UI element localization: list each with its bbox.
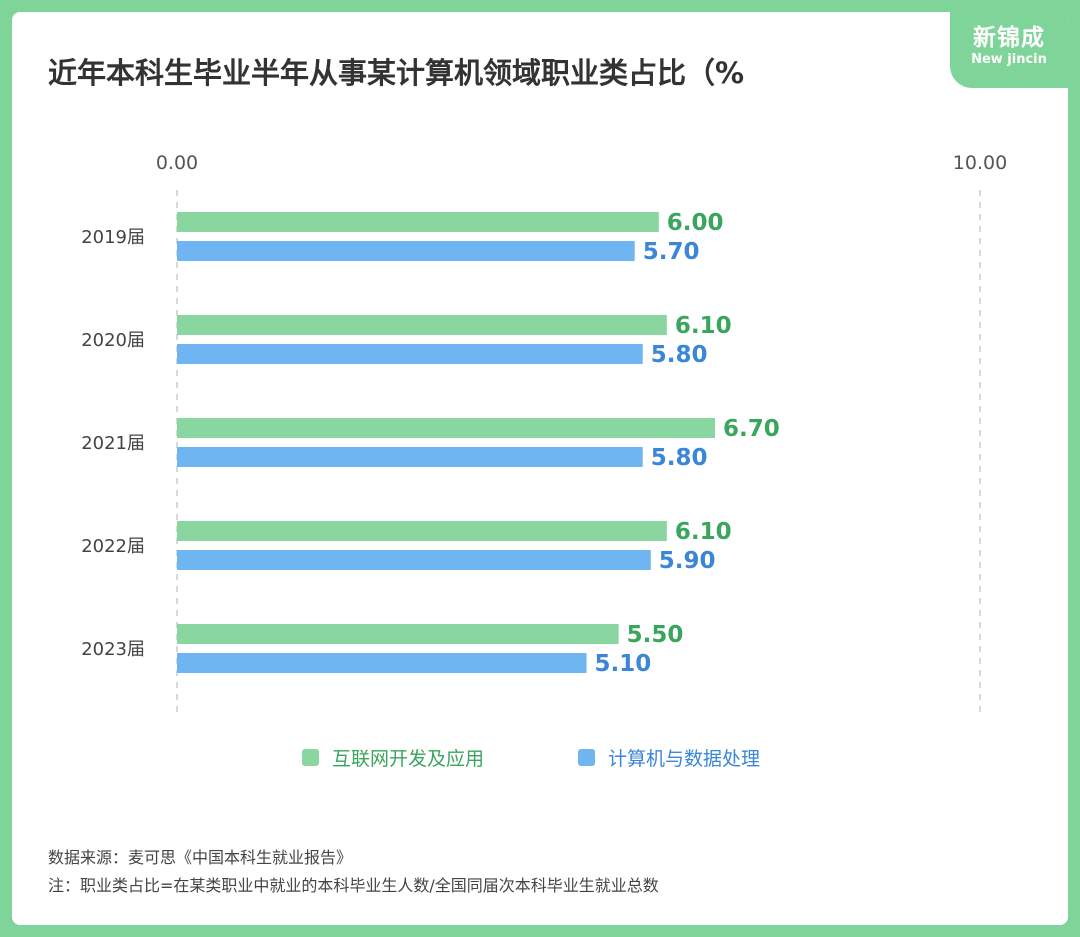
data-label: 5.50 (627, 622, 684, 648)
category-label: 2019届 (81, 227, 145, 248)
brand-name-en: New jincin (971, 52, 1047, 67)
x-tick-label: 10.00 (953, 152, 1007, 174)
bar (177, 315, 667, 335)
bar (177, 212, 659, 232)
data-label: 5.90 (659, 548, 716, 574)
data-label: 6.00 (667, 210, 724, 236)
source-note: 数据来源：麦可思《中国本科生就业报告》 (48, 848, 353, 867)
bar-chart: 0.00 10.00 2019届 6.00 5.70 2020届 6.10 5.80 2021届… (81, 152, 1007, 770)
category-label: 2020届 (81, 330, 145, 351)
bar (177, 653, 587, 673)
bar (177, 344, 643, 364)
x-tick-label: 0.00 (156, 152, 198, 174)
bar (177, 521, 667, 541)
data-label: 6.10 (675, 313, 732, 339)
footer-notes: 数据来源：麦可思《中国本科生就业报告》 注：职业类占比=在某类职业中就业的本科毕… (48, 844, 659, 900)
legend-label: 计算机与数据处理 (608, 748, 760, 770)
data-label: 6.10 (675, 519, 732, 545)
legend-label: 互联网开发及应用 (332, 748, 484, 770)
brand-logo: 新锦成 New jincin (950, 12, 1068, 88)
data-label: 6.70 (723, 416, 780, 442)
data-label: 5.80 (651, 342, 708, 368)
category-label: 2022届 (81, 536, 145, 557)
legend-swatch (578, 749, 595, 766)
chart-card: 新锦成 New jincin 近年本科生毕业半年从事某计算机领域职业类占比（% … (12, 12, 1068, 925)
chart-title: 近年本科生毕业半年从事某计算机领域职业类占比（% (48, 56, 745, 90)
definition-note: 注：职业类占比=在某类职业中就业的本科毕业生人数/全国同届次本科毕业生就业总数 (48, 876, 659, 895)
category-label: 2021届 (81, 433, 145, 454)
bar (177, 550, 651, 570)
bar (177, 418, 716, 438)
data-label: 5.70 (643, 239, 700, 265)
bar (177, 447, 643, 467)
category-label: 2023届 (81, 639, 145, 660)
legend-swatch (302, 749, 319, 766)
data-label: 5.10 (595, 651, 652, 677)
bar (177, 624, 619, 644)
brand-name-cn: 新锦成 (973, 25, 1045, 51)
data-label: 5.80 (651, 445, 708, 471)
bar (177, 241, 635, 261)
